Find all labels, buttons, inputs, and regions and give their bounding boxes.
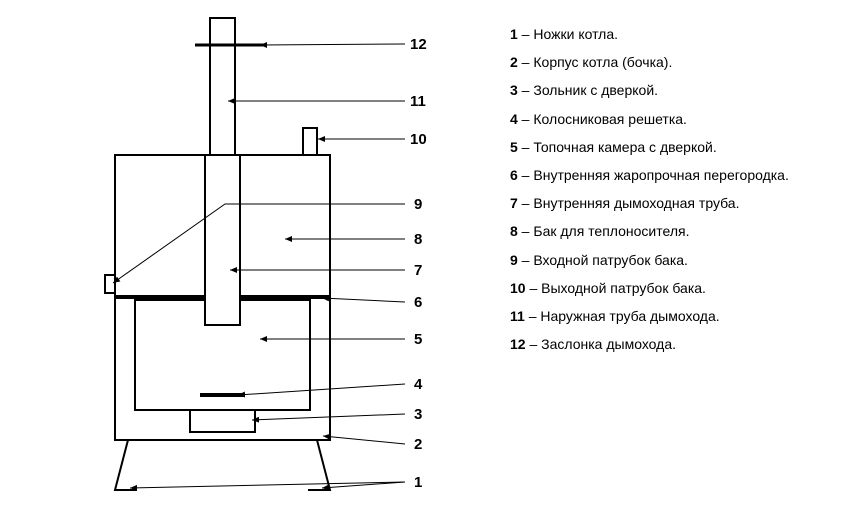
legend-num: 1 <box>510 26 518 42</box>
legend-item: 8 – Бак для теплоносителя. <box>510 222 835 240</box>
legend-num: 4 <box>510 111 518 127</box>
legend-item: 2 – Корпус котла (бочка). <box>510 53 835 71</box>
legend-num: 3 <box>510 82 518 98</box>
callout-12: 12 <box>410 36 427 53</box>
callout-2: 2 <box>414 436 422 453</box>
callout-11: 11 <box>410 93 426 110</box>
inner-pipe-rect <box>205 155 240 325</box>
callout-8: 8 <box>414 231 422 248</box>
legend-text: Топочная камера с дверкой. <box>533 139 716 155</box>
legend-item: 12 – Заслонка дымохода. <box>510 335 835 353</box>
boiler-diagram-svg <box>0 0 500 527</box>
legend-item: 11 – Наружная труба дымохода. <box>510 307 835 325</box>
leader-6 <box>322 298 405 302</box>
legend-text: Колосниковая решетка. <box>533 111 687 127</box>
callout-7: 7 <box>414 262 422 279</box>
legend-text: Входной патрубок бака. <box>533 252 688 268</box>
leader-2 <box>323 436 405 444</box>
legend-text: Наружная труба дымохода. <box>540 308 719 324</box>
legend-item: 9 – Входной патрубок бака. <box>510 251 835 269</box>
diagram-area: 12 11 10 9 8 7 6 5 4 3 2 1 <box>0 0 500 527</box>
legend-text: Внутренняя жаропрочная перегородка. <box>533 167 789 183</box>
legend-item: 4 – Колосниковая решетка. <box>510 110 835 128</box>
outlet-rect <box>303 128 317 155</box>
legend-text: Заслонка дымохода. <box>541 336 676 352</box>
legend-num: 7 <box>510 195 518 211</box>
legend-item: 10 – Выходной патрубок бака. <box>510 279 835 297</box>
legend-item: 5 – Топочная камера с дверкой. <box>510 138 835 156</box>
legend-num: 8 <box>510 223 518 239</box>
legend-item: 7 – Внутренняя дымоходная труба. <box>510 194 835 212</box>
legend-area: 1 – Ножки котла. 2 – Корпус котла (бочка… <box>500 0 850 527</box>
legend-num: 10 <box>510 280 526 296</box>
callout-4: 4 <box>414 376 422 393</box>
legend-num: 6 <box>510 167 518 183</box>
legend-num: 12 <box>510 336 526 352</box>
callout-9: 9 <box>414 196 422 213</box>
legend-text: Бак для теплоносителя. <box>533 223 689 239</box>
callout-6: 6 <box>414 294 422 311</box>
legend-num: 9 <box>510 252 518 268</box>
legend-item: 3 – Зольник с дверкой. <box>510 81 835 99</box>
leg-left <box>115 440 137 490</box>
leg-right <box>308 440 330 490</box>
inlet-rect <box>105 275 115 293</box>
legend-num: 11 <box>510 308 525 324</box>
callout-3: 3 <box>414 406 422 423</box>
legend-item: 6 – Внутренняя жаропрочная перегородка. <box>510 166 835 184</box>
leader-12 <box>260 44 405 45</box>
callout-10: 10 <box>410 131 427 148</box>
legend-item: 1 – Ножки котла. <box>510 25 835 43</box>
callout-5: 5 <box>414 331 422 348</box>
callout-1: 1 <box>414 474 422 491</box>
legend-text: Выходной патрубок бака. <box>541 280 706 296</box>
legend-text: Корпус котла (бочка). <box>533 54 672 70</box>
legend-text: Зольник с дверкой. <box>533 82 658 98</box>
legend-text: Внутренняя дымоходная труба. <box>533 195 739 211</box>
legend-num: 5 <box>510 139 518 155</box>
outer-pipe-rect <box>210 18 235 155</box>
ashbox-rect <box>190 410 255 432</box>
legend-text: Ножки котла. <box>533 26 618 42</box>
legend-num: 2 <box>510 54 518 70</box>
